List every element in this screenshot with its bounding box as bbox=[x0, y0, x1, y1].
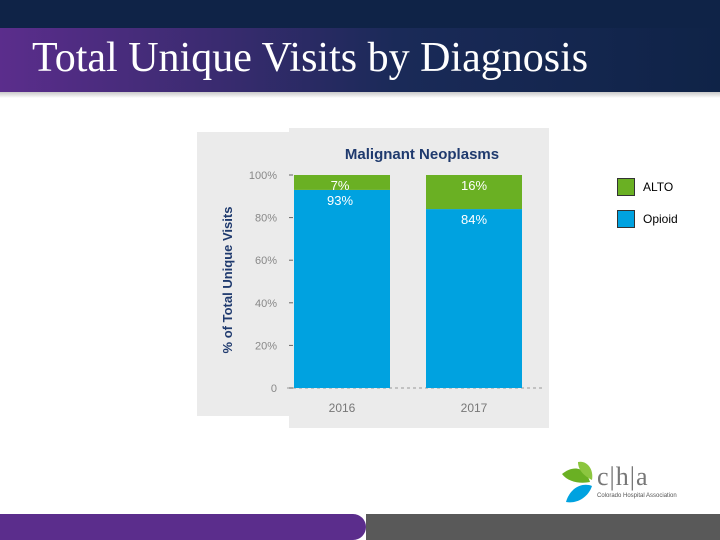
bar-alto-2016 bbox=[294, 175, 390, 190]
y-tick-label: 100% bbox=[249, 170, 277, 182]
stacked-bar-chart: Malignant Neoplasms % of Total Unique Vi… bbox=[197, 128, 549, 428]
y-tick-label: 20% bbox=[255, 340, 277, 352]
legend-label-opioid: Opioid bbox=[643, 212, 678, 226]
footer-purple-bar bbox=[0, 514, 366, 540]
y-tick-label: 0 bbox=[271, 383, 277, 395]
logo-subtitle: Colorado Hospital Association bbox=[597, 493, 677, 499]
y-tick-label: 60% bbox=[255, 255, 277, 267]
header-shadow bbox=[0, 92, 720, 98]
legend: ALTO Opioid bbox=[617, 177, 678, 241]
left-panel-bg bbox=[197, 132, 289, 416]
logo-text: c|h|a bbox=[597, 462, 649, 491]
slide-header: Total Unique Visits by Diagnosis bbox=[0, 0, 720, 92]
legend-item-opioid: Opioid bbox=[617, 209, 678, 229]
chart-svg: Malignant Neoplasms % of Total Unique Vi… bbox=[197, 128, 549, 428]
legend-item-alto: ALTO bbox=[617, 177, 678, 197]
legend-swatch-opioid bbox=[617, 210, 635, 228]
slide-title: Total Unique Visits by Diagnosis bbox=[32, 35, 589, 81]
y-tick-label: 80% bbox=[255, 213, 277, 225]
bar-opioid-2017 bbox=[426, 209, 522, 388]
footer-gray-bar bbox=[366, 514, 720, 540]
x-tick-label-2017: 2017 bbox=[461, 401, 488, 415]
x-tick-label-2016: 2016 bbox=[329, 401, 356, 415]
data-label-alto-2016: 7% bbox=[331, 178, 350, 193]
y-tick-label: 40% bbox=[255, 298, 277, 310]
data-label-alto-2017: 16% bbox=[461, 178, 487, 193]
cha-leaf-logo-icon bbox=[562, 461, 593, 503]
chart-title: Malignant Neoplasms bbox=[345, 146, 499, 163]
data-label-opioid-2016: 93% bbox=[327, 193, 353, 208]
bar-alto-2017 bbox=[426, 175, 522, 210]
y-axis-label: % of Total Unique Visits bbox=[220, 207, 235, 354]
legend-label-alto: ALTO bbox=[643, 180, 674, 194]
legend-swatch-alto bbox=[617, 178, 635, 196]
bar-opioid-2016 bbox=[294, 189, 390, 388]
header-top-bar bbox=[0, 0, 720, 28]
data-label-opioid-2017: 84% bbox=[461, 212, 487, 227]
